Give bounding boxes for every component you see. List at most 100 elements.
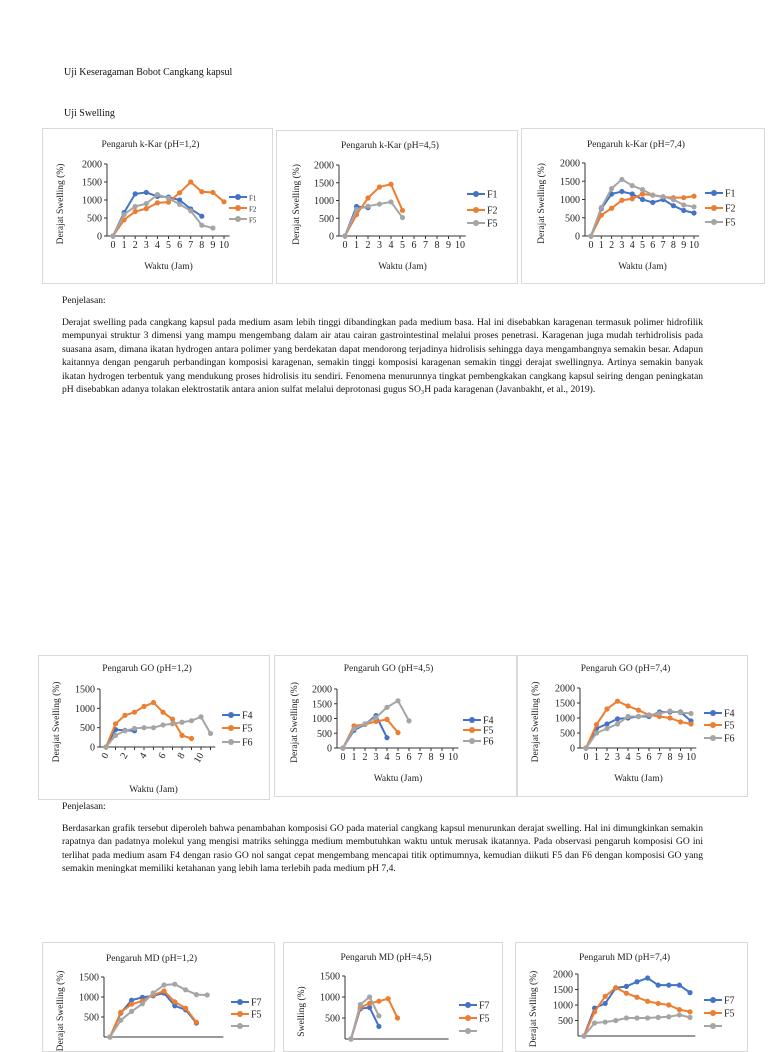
x-tick-label: 0	[341, 752, 346, 763]
data-point	[376, 184, 383, 190]
x-tick-label: 10	[455, 240, 465, 251]
x-tick-label: 5	[636, 752, 641, 763]
data-point	[395, 730, 401, 736]
data-point	[645, 998, 651, 1004]
data-point	[342, 233, 348, 239]
data-point	[592, 1009, 598, 1015]
data-point	[154, 192, 160, 198]
x-tick-label: 2	[119, 751, 131, 761]
legend-label: F1	[249, 195, 257, 203]
data-point	[183, 1005, 189, 1011]
data-point	[150, 725, 157, 731]
chart-title: Pengaruh GO (pH=7,4)	[581, 663, 671, 674]
x-axis-label: Waktu (Jam)	[614, 773, 663, 784]
legend-label: F1	[487, 190, 498, 201]
x-tick-label: 5	[166, 240, 171, 251]
data-point	[139, 1001, 145, 1007]
data-point	[221, 199, 227, 205]
data-point	[376, 998, 382, 1004]
data-point	[183, 987, 189, 993]
y-tick-label: 500	[80, 723, 95, 734]
x-tick-label: 3	[144, 240, 149, 251]
data-point	[614, 716, 621, 722]
series-line	[105, 715, 212, 748]
data-point	[388, 199, 394, 205]
data-point	[592, 1020, 598, 1026]
swelling-chart: Pengaruh k-Kar (pH=7,4) Derajat Swelling …	[521, 128, 765, 284]
data-point	[623, 1015, 629, 1021]
data-point	[365, 203, 371, 209]
data-point	[629, 196, 635, 202]
series-line	[105, 701, 192, 748]
data-point	[143, 201, 149, 207]
swelling-chart: Pengaruh MD (pH=1,2) Derajat Swelling (%)…	[42, 942, 275, 1052]
data-point	[593, 730, 600, 736]
y-tick-label: 1000	[314, 196, 334, 207]
data-point	[650, 199, 656, 206]
legend-marker	[469, 727, 475, 733]
y-tick-label: 2000	[553, 970, 573, 981]
x-tick-label: 8	[435, 240, 440, 251]
legend-marker	[237, 1011, 243, 1017]
data-point	[688, 710, 694, 717]
data-point	[604, 721, 610, 727]
data-point	[122, 712, 128, 718]
chart-svg: Pengaruh k-Kar (pH=4,5) Derajat Swelling …	[291, 140, 498, 272]
x-tick-label: 0	[584, 752, 589, 763]
swelling-chart: Pengaruh GO (pH=4,5) Derajat Swelling (%)…	[274, 655, 517, 797]
x-tick-label: 7	[418, 752, 423, 763]
data-point	[177, 190, 183, 196]
chart-svg: Pengaruh MD (pH=4,5) Swelling (%) 500 1000 1…	[296, 952, 490, 1042]
y-axis-label: Derajat Swelling (%)	[536, 163, 547, 244]
legend-label: F7	[251, 998, 262, 1009]
x-tick-label: 1	[594, 752, 599, 763]
data-point	[376, 1013, 382, 1019]
data-point	[172, 1003, 178, 1009]
data-point	[340, 745, 346, 751]
legend-label: F5	[483, 726, 494, 737]
x-tick-label: 3	[377, 240, 382, 251]
data-point	[210, 189, 216, 196]
data-point	[394, 1015, 401, 1021]
data-point	[688, 721, 694, 727]
data-point	[623, 983, 629, 989]
x-tick-label: 0	[100, 751, 112, 761]
data-point	[188, 179, 194, 185]
chart-title: Pengaruh k-Kar (pH=1,2)	[102, 139, 200, 150]
x-tick-label: 8	[429, 752, 434, 763]
data-point	[160, 709, 166, 715]
swelling-chart: Pengaruh k-Kar (pH=1,2) Derajat Swelling …	[42, 128, 273, 284]
data-point	[639, 196, 646, 203]
data-point	[362, 721, 368, 727]
data-point	[177, 201, 183, 207]
x-tick-label: 10	[686, 752, 696, 763]
y-tick-label: 1500	[560, 177, 580, 188]
data-point	[625, 713, 631, 720]
chart-svg: Pengaruh MD (pH=1,2) Derajat Swelling (%)…	[55, 953, 262, 1051]
data-point	[384, 704, 390, 710]
data-point	[384, 716, 390, 722]
data-point	[634, 1015, 640, 1021]
data-point	[373, 715, 379, 721]
y-axis-label: Derajat Swelling (%)	[289, 682, 300, 763]
legend-marker	[465, 1015, 471, 1021]
data-point	[667, 708, 673, 714]
legend-marker	[237, 999, 243, 1005]
y-tick-label: 2000	[82, 160, 102, 171]
legend-label: F5	[724, 1009, 735, 1020]
heading-swelling-test: Uji Swelling	[64, 108, 115, 119]
y-axis-label: Derajat Swelling (%)	[55, 164, 66, 245]
x-tick-label: 8	[668, 752, 673, 763]
series-line	[109, 983, 208, 1038]
y-axis-label: Derajat Swelling (%)	[51, 682, 62, 763]
x-tick-label: 3	[374, 752, 379, 763]
x-tick-label: 2	[363, 752, 368, 763]
data-point	[399, 214, 406, 221]
x-tick-label: 9	[678, 752, 683, 763]
data-point	[639, 191, 646, 197]
data-point	[602, 1019, 608, 1025]
chart-title: Pengaruh GO (pH=4,5)	[344, 663, 434, 674]
x-tick-label: 7	[661, 240, 666, 251]
chart-title: Pengaruh k-Kar (pH=7,4)	[587, 139, 685, 150]
data-point	[614, 698, 621, 704]
